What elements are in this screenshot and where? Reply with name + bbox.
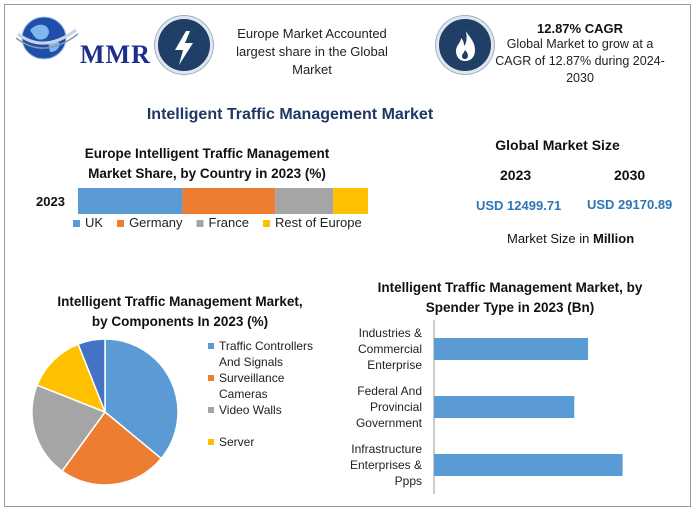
europe-chart-title: Europe Intelligent Traffic Management Ma… xyxy=(84,146,330,181)
legend-label: UK xyxy=(85,215,103,230)
stack-segment xyxy=(78,188,183,214)
category-label: Provincial xyxy=(370,400,422,414)
legend-label: France xyxy=(209,215,249,230)
legend-label: Server xyxy=(219,435,254,449)
category-label: Enterprise xyxy=(367,358,422,372)
legend-label: Germany xyxy=(129,215,183,230)
legend-label: Rest of Europe xyxy=(275,215,362,230)
pie-slice xyxy=(77,338,106,413)
pie-slice xyxy=(31,384,107,473)
category-label: Enterprises & xyxy=(350,458,422,472)
pie-slice xyxy=(61,410,163,486)
spender-bar-chart: Industries & Commercial Enterprise Federal … xyxy=(350,320,623,494)
cagr-title: 12.87% CAGR xyxy=(537,21,623,36)
europe-note: Europe Market Accounted largest share in… xyxy=(236,26,388,77)
value-2030: USD 29170.89 xyxy=(587,197,673,212)
mmr-logo: MMR xyxy=(12,8,150,69)
stack-segment xyxy=(275,188,334,214)
spender-chart-title: Intelligent Traffic Management Market, b… xyxy=(377,280,643,315)
components-pie-chart: Traffic Controllers And Signals Surveillan… xyxy=(31,338,313,486)
category-label: Commercial xyxy=(358,342,422,356)
flame-icon xyxy=(436,16,494,74)
logo-text: MMR xyxy=(80,40,151,69)
lightning-icon xyxy=(155,16,213,74)
components-chart-title: Intelligent Traffic Management Market, b… xyxy=(57,294,303,329)
legend-swatch xyxy=(208,407,214,413)
pie-slice xyxy=(104,338,179,460)
category-label: Industries & xyxy=(359,326,422,340)
category-label: Government xyxy=(356,416,423,430)
legend-label: Video Walls xyxy=(219,403,282,417)
legend-swatch xyxy=(208,439,214,445)
global-size-title: Global Market Size xyxy=(495,137,620,153)
legend-label: And Signals xyxy=(219,355,283,369)
bar xyxy=(434,338,589,360)
category-label: Ppps xyxy=(395,474,422,488)
bar xyxy=(434,396,575,418)
stack-segment xyxy=(333,188,368,214)
legend-label: Traffic Controllers xyxy=(219,339,313,353)
unit-prefix: Market Size in xyxy=(507,231,593,246)
bar xyxy=(434,454,623,476)
page-title: Intelligent Traffic Management Market xyxy=(146,106,434,123)
value-2023: USD 12499.71 xyxy=(476,198,562,213)
stack-segment xyxy=(182,188,276,214)
legend-label: Cameras xyxy=(219,387,268,401)
europe-share-chart: 2023 UK Germany France Rest of Europe xyxy=(36,188,368,230)
infographic-frame xyxy=(4,4,691,507)
unit-bold: Million xyxy=(592,231,635,246)
legend-swatch xyxy=(73,220,80,227)
legend-swatch xyxy=(208,343,214,349)
market-size-unit: Market Size in Million xyxy=(507,231,634,246)
globe-icon xyxy=(15,16,79,60)
pie-slice xyxy=(36,343,107,414)
year-2023-label: 2023 xyxy=(500,167,532,183)
legend-swatch xyxy=(117,220,125,227)
legend-label: Surveillance xyxy=(219,371,285,385)
year-2030-label: 2030 xyxy=(614,167,646,183)
legend-swatch xyxy=(208,375,214,381)
category-label: 2023 xyxy=(36,194,65,209)
legend-swatch xyxy=(263,220,270,227)
category-label: Federal And xyxy=(357,384,422,398)
cagr-note: Global Market to grow at a CAGR of 12.87… xyxy=(495,37,665,85)
legend-swatch xyxy=(196,220,204,227)
category-label: Infrastructure xyxy=(351,442,422,456)
